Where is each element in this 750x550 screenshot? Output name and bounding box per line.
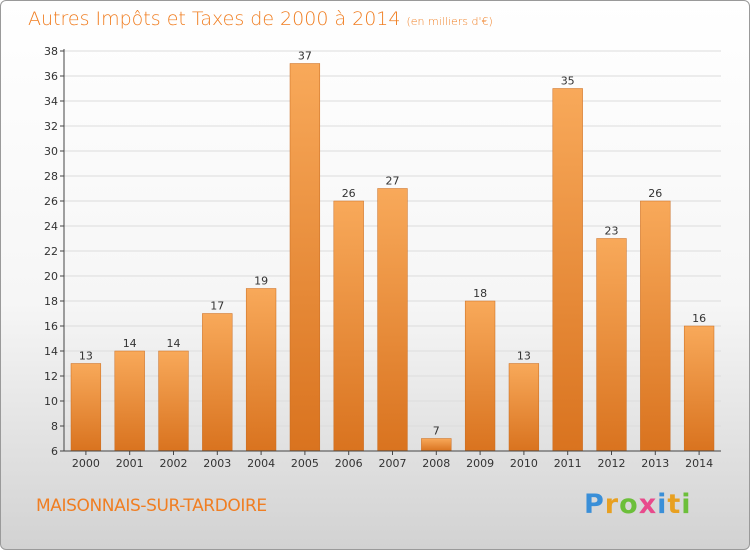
logo-letter: i: [657, 489, 668, 520]
x-tick-label-2001: 2001: [116, 457, 144, 470]
bar-2002: [158, 350, 189, 452]
x-tick-label-2012: 2012: [598, 457, 626, 470]
x-tick-label-2008: 2008: [422, 457, 450, 470]
y-tick-label: 18: [44, 295, 58, 308]
logo-letter: P: [584, 489, 605, 520]
bar-2011: [552, 88, 583, 452]
y-tick-label: 34: [44, 95, 58, 108]
chart-title-text: Autres Impôts et Taxes de 2000 à 2014: [28, 8, 401, 30]
x-tick-label-2013: 2013: [641, 457, 669, 470]
y-tick-label: 32: [44, 120, 58, 133]
value-labels: 13 14 14 17 19 37 26 27 7 18 13 35 23 26 16: [79, 50, 706, 438]
chart-title: Autres Impôts et Taxes de 2000 à 2014 (en…: [28, 8, 493, 30]
value-label-2005: 37: [298, 50, 312, 63]
value-label-2008: 7: [433, 425, 440, 438]
value-label-2009: 18: [473, 287, 487, 300]
bar-2000: [70, 363, 102, 452]
x-tick-label-2010: 2010: [510, 457, 538, 470]
x-tick-label-2000: 2000: [72, 457, 100, 470]
y-tick-label: 12: [44, 370, 58, 383]
y-tick-label: 22: [44, 245, 58, 258]
bar-2005: [289, 63, 321, 452]
x-tick-label-2009: 2009: [466, 457, 494, 470]
y-tick-label: 20: [44, 270, 58, 283]
value-label-2010: 13: [517, 350, 531, 363]
bar-2006: [333, 200, 364, 452]
bar-2008: [421, 438, 452, 452]
y-tick-label: 28: [44, 170, 58, 183]
logo-letter: o: [619, 489, 639, 520]
y-tick-label: 26: [44, 195, 58, 208]
value-label-2003: 17: [210, 300, 224, 313]
value-label-2001: 14: [123, 337, 137, 350]
bar-2013: [640, 200, 671, 452]
x-tick-label-2005: 2005: [291, 457, 319, 470]
y-tick-label: 8: [51, 420, 58, 433]
value-label-2012: 23: [605, 225, 619, 238]
chart-title-unit: (en milliers d'€): [406, 15, 493, 28]
bar-2012: [596, 238, 627, 452]
logo-letter: x: [638, 489, 658, 520]
y-tick-label: 30: [44, 145, 58, 158]
x-tick-label-2004: 2004: [247, 457, 275, 470]
logo-letter: t: [667, 489, 682, 520]
value-label-2006: 26: [342, 187, 356, 200]
x-tick-label-2003: 2003: [203, 457, 231, 470]
logo-letter: r: [604, 489, 620, 520]
y-tick-label: 6: [51, 445, 58, 458]
y-tick-label: 16: [44, 320, 58, 333]
y-tick-label: 36: [44, 70, 58, 83]
value-label-2004: 19: [254, 275, 268, 288]
logo-letter: i: [681, 489, 692, 520]
y-tick-label: 24: [44, 220, 58, 233]
y-tick-label: 38: [44, 45, 58, 58]
bar-2003: [202, 313, 233, 452]
axes: 6 8 10 12 14 16 18 20 22 24 26 28 30 32 34 36 38 2000 2001…: [44, 45, 721, 470]
commune-name: MAISONNAIS-SUR-TARDOIRE: [36, 496, 267, 516]
x-tick-label-2014: 2014: [685, 457, 713, 470]
bar-2007: [377, 188, 408, 452]
bar-2014: [683, 325, 715, 452]
x-tick-label-2007: 2007: [379, 457, 407, 470]
value-label-2007: 27: [386, 175, 400, 188]
bar-2001: [114, 350, 145, 452]
bar-2004: [245, 288, 277, 452]
value-label-2011: 35: [561, 75, 575, 88]
value-label-2014: 16: [692, 312, 706, 325]
bars: [70, 63, 715, 452]
bar-2010: [508, 363, 540, 452]
x-tick-label-2006: 2006: [335, 457, 363, 470]
y-tick-label: 10: [44, 395, 58, 408]
bar-2009: [464, 300, 496, 452]
x-tick-label-2002: 2002: [160, 457, 188, 470]
value-label-2013: 26: [648, 187, 662, 200]
proxiti-logo[interactable]: Proxiti: [584, 489, 692, 520]
value-label-2000: 13: [79, 350, 93, 363]
value-label-2002: 14: [167, 337, 181, 350]
x-tick-label-2011: 2011: [554, 457, 582, 470]
y-tick-label: 14: [44, 345, 58, 358]
